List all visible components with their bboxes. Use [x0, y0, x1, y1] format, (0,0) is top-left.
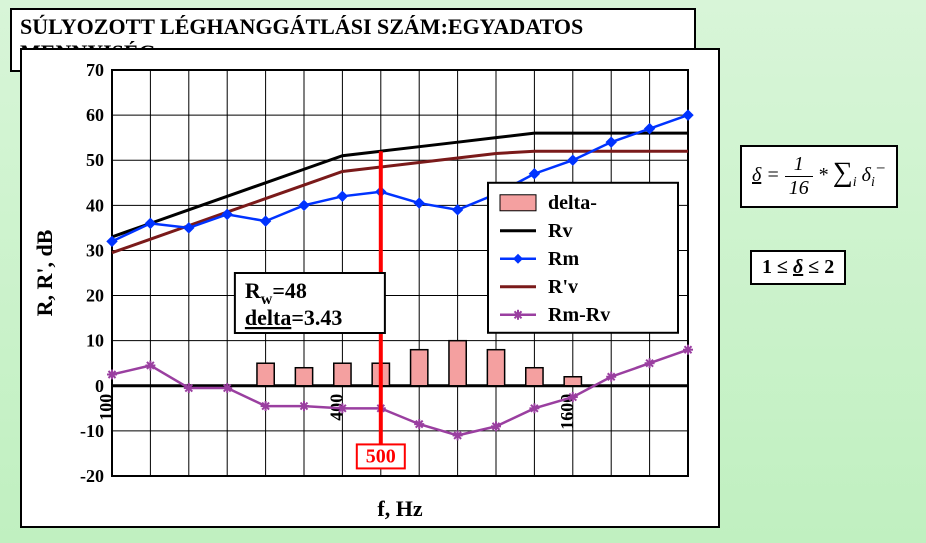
- svg-text:70: 70: [86, 60, 104, 80]
- range-text: 1 ≤ δ ≤ 2: [762, 256, 834, 278]
- ytick: -10: [80, 421, 104, 441]
- legend-label: delta-: [548, 192, 597, 214]
- ytick: -20: [80, 466, 104, 486]
- svg-text:40: 40: [86, 195, 104, 215]
- ytick: 20: [86, 286, 104, 306]
- svg-text:-20: -20: [80, 466, 104, 486]
- svg-text:-10: -10: [80, 421, 104, 441]
- xtick: 100: [96, 394, 116, 421]
- svg-text:20: 20: [86, 286, 104, 306]
- formula-text: δ = 116 * ∑i δi−: [752, 164, 886, 186]
- bar-delta: [334, 363, 351, 386]
- bar-delta: [564, 377, 581, 386]
- bar-delta: [449, 341, 466, 386]
- legend-label: Rv: [548, 220, 572, 242]
- ytick: 50: [86, 150, 104, 170]
- x-axis-label: f, Hz: [377, 496, 422, 521]
- svg-text:10: 10: [86, 331, 104, 351]
- bar-delta: [295, 368, 312, 386]
- range-box: 1 ≤ δ ≤ 2: [750, 250, 846, 285]
- bar-delta: [257, 363, 274, 386]
- legend-label: Rm: [548, 248, 579, 270]
- ytick: 70: [86, 60, 104, 80]
- svg-text:30: 30: [86, 240, 104, 260]
- y-axis-label: R, R', dB: [32, 229, 57, 316]
- annotation-line2: delta=3.43: [245, 305, 343, 330]
- ytick: 40: [86, 195, 104, 215]
- svg-text:0: 0: [95, 376, 104, 396]
- chart-panel: -20-100102030405060701004001600R, R', dB…: [20, 48, 720, 528]
- legend-label: R'v: [548, 276, 578, 298]
- ytick: 60: [86, 105, 104, 125]
- ytick: 30: [86, 240, 104, 260]
- legend-label: Rm-Rv: [548, 304, 610, 326]
- ytick: 0: [95, 376, 104, 396]
- legend-swatch-bar: [500, 195, 536, 211]
- bar-delta: [526, 368, 543, 386]
- marker-500-text: 500: [366, 445, 396, 467]
- bar-delta: [487, 350, 504, 386]
- svg-text:100: 100: [96, 394, 116, 421]
- formula-box: δ = 116 * ∑i δi−: [740, 145, 898, 208]
- chart-svg: -20-100102030405060701004001600R, R', dB…: [22, 50, 718, 526]
- svg-text:50: 50: [86, 150, 104, 170]
- bar-delta: [411, 350, 428, 386]
- ytick: 10: [86, 331, 104, 351]
- svg-text:60: 60: [86, 105, 104, 125]
